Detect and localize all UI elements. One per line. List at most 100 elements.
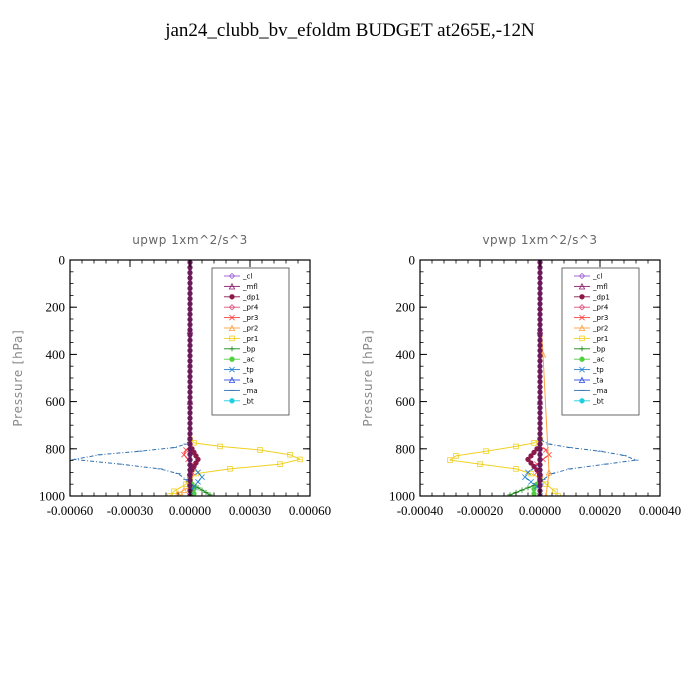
series-point-cl bbox=[187, 446, 193, 452]
series-point-cl bbox=[537, 363, 543, 369]
series-point-cl bbox=[537, 342, 543, 349]
x-tick-label: 0.00040 bbox=[639, 503, 681, 518]
series-point-cl bbox=[537, 436, 543, 442]
series-point-cl bbox=[537, 477, 543, 484]
legend-marker bbox=[228, 272, 236, 280]
series-point-cl bbox=[187, 306, 193, 312]
page-title: jan24_clubb_bv_efoldm BUDGET at265E,-12N bbox=[165, 20, 535, 41]
series-point-cl bbox=[537, 347, 543, 354]
series-point-cl bbox=[187, 373, 193, 380]
series-point-tp bbox=[195, 469, 201, 476]
series-point-pr1 bbox=[227, 466, 233, 472]
series-point-cl bbox=[187, 410, 193, 416]
series-point-cl bbox=[187, 441, 193, 447]
series-point-pr2 bbox=[545, 468, 553, 476]
legend-label: _pr4 bbox=[592, 304, 609, 312]
series-point-cl bbox=[537, 373, 543, 380]
series-point-cl bbox=[187, 472, 193, 478]
series-point-cl bbox=[537, 431, 543, 437]
legend-label: _pr3 bbox=[242, 314, 258, 322]
series-point-cl bbox=[537, 384, 543, 390]
series-point-cl bbox=[187, 462, 193, 468]
legend-marker bbox=[579, 366, 585, 373]
series-point-cl bbox=[187, 290, 193, 297]
y-tick-label: 800 bbox=[46, 441, 66, 456]
series-point-pr1 bbox=[287, 451, 293, 458]
series-point-pr1 bbox=[552, 488, 558, 495]
series-point-pr2 bbox=[175, 490, 181, 496]
legend-label: _bp bbox=[242, 345, 256, 353]
series-point-pr1 bbox=[277, 461, 283, 467]
legend-marker bbox=[229, 314, 235, 321]
series-point-bp bbox=[203, 489, 209, 496]
series-point-cl bbox=[187, 280, 193, 286]
y-tick-label: 200 bbox=[396, 300, 416, 315]
y-tick-label: 1000 bbox=[39, 489, 65, 504]
series-point-pr1 bbox=[543, 481, 549, 487]
series-point-cl bbox=[537, 358, 543, 364]
series-point-cl bbox=[187, 431, 193, 437]
legend-marker bbox=[579, 398, 585, 404]
series-point-ac bbox=[531, 486, 537, 492]
series-point-cl bbox=[537, 415, 543, 421]
series-point-cl bbox=[537, 482, 543, 489]
legend-marker bbox=[228, 282, 236, 290]
legend-marker bbox=[229, 335, 235, 342]
legend-label: _bp bbox=[592, 345, 606, 353]
legend-marker bbox=[229, 366, 235, 373]
series-point-cl bbox=[187, 405, 193, 411]
x-tick-label: 0.00060 bbox=[289, 503, 331, 518]
y-tick-label: 1000 bbox=[389, 489, 415, 504]
series-point-cl bbox=[187, 270, 193, 276]
legend-marker bbox=[228, 304, 236, 311]
series-point-dp1 bbox=[531, 449, 537, 455]
legend-label: _pr1 bbox=[592, 335, 608, 343]
y-tick-label: 400 bbox=[396, 347, 416, 362]
series-point-cl bbox=[537, 462, 543, 468]
series-point-cl bbox=[187, 301, 193, 307]
panel-title: vpwp 1xm^2/s^3 bbox=[482, 233, 597, 247]
y-tick-label: 400 bbox=[46, 347, 66, 362]
series-point-cl bbox=[537, 410, 543, 416]
series-point-cl bbox=[537, 285, 543, 291]
series-point-tp bbox=[199, 474, 205, 481]
chart-panel-1: upwp 1xm^2/s^3 Pressure [hPa] -0.00060 -0.0… bbox=[11, 233, 331, 518]
legend-marker bbox=[579, 294, 585, 300]
y-tick-label: 200 bbox=[46, 300, 66, 315]
series-point-cl bbox=[187, 477, 193, 484]
series-point-cl bbox=[537, 306, 543, 312]
series-point-cl bbox=[537, 270, 543, 276]
series-point-cl bbox=[537, 337, 543, 343]
series-point-cl bbox=[187, 358, 193, 364]
legend-label: _tp bbox=[592, 366, 604, 374]
y-tick-label: 600 bbox=[396, 394, 416, 409]
series-point-dp1 bbox=[528, 453, 534, 459]
series-group bbox=[71, 260, 303, 496]
series-point-cl bbox=[537, 467, 543, 473]
x-tick-label: 0.00030 bbox=[229, 503, 271, 518]
series-point-pr1 bbox=[513, 443, 519, 450]
series-point-cl bbox=[187, 363, 193, 369]
series-point-cl bbox=[537, 296, 543, 302]
series-point-cl bbox=[187, 342, 193, 349]
series-point-cl bbox=[187, 451, 193, 458]
legend-label: _dp1 bbox=[242, 293, 260, 301]
series-point-pr1 bbox=[171, 488, 177, 495]
series-point-cl bbox=[537, 389, 543, 395]
legend-marker bbox=[229, 398, 235, 404]
legend-marker bbox=[579, 314, 585, 321]
y-tick-label: 600 bbox=[46, 394, 66, 409]
legend-label: _bt bbox=[242, 397, 254, 405]
legend-label: _ta bbox=[242, 377, 254, 385]
legend-marker bbox=[578, 324, 586, 332]
series-point-ac bbox=[531, 491, 537, 496]
series-point-cl bbox=[537, 399, 543, 406]
series-point-dp1 bbox=[528, 460, 534, 466]
series-point-pr1 bbox=[167, 493, 173, 496]
y-tick-label: 0 bbox=[409, 253, 416, 268]
legend-marker bbox=[229, 346, 235, 352]
series-group bbox=[447, 260, 639, 496]
x-tick-label: -0.00060 bbox=[47, 503, 94, 518]
legend-marker bbox=[578, 304, 586, 311]
